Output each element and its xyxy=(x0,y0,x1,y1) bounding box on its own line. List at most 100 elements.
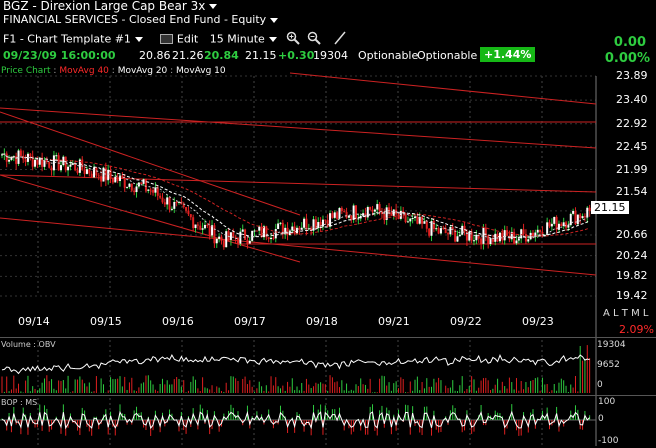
obv-panel-label[interactable]: Volume : OBV xyxy=(1,340,56,349)
t-scale-button[interactable]: T xyxy=(621,308,628,319)
candle-body xyxy=(135,186,138,193)
candle-body xyxy=(522,229,525,235)
candle-body xyxy=(133,190,136,193)
bop-panel-label[interactable]: BOP : MS xyxy=(1,398,38,407)
ma10-label[interactable]: MovAvg 10 xyxy=(176,66,226,76)
panel-divider[interactable] xyxy=(0,395,656,396)
candle-body xyxy=(100,176,103,182)
candle-body xyxy=(371,209,374,212)
candle-body xyxy=(579,214,582,219)
candle-body xyxy=(395,209,398,215)
date-tick-label: 09/15 xyxy=(90,315,122,328)
candle-body xyxy=(227,231,230,240)
candle-body xyxy=(71,163,74,165)
candle-body xyxy=(17,150,20,164)
candle-body xyxy=(218,236,221,239)
candle-body xyxy=(343,211,346,213)
candle-body xyxy=(10,156,13,160)
candle-body xyxy=(270,237,273,240)
symbol-title[interactable]: BGZ - Direxion Large Cap Bear 3x xyxy=(3,0,218,12)
l2-scale-button[interactable]: L xyxy=(642,308,649,319)
current-price-label: 21.15 xyxy=(591,201,629,214)
candle-body xyxy=(468,231,471,241)
dropdown-arrow-icon[interactable] xyxy=(209,4,218,9)
candle-body xyxy=(392,209,395,216)
template-select[interactable]: F1 - Chart Template #1 xyxy=(3,32,143,45)
candle-body xyxy=(432,221,435,230)
date-tick-label: 09/16 xyxy=(162,315,194,328)
candle-body xyxy=(402,210,405,214)
dropdown-arrow-icon[interactable] xyxy=(270,17,279,23)
zoom-in-icon[interactable] xyxy=(286,31,304,48)
candle-body xyxy=(543,234,546,237)
quote-high: 21.26 xyxy=(172,49,204,62)
price-chart-label[interactable]: Price Chart xyxy=(1,66,51,76)
candle-body xyxy=(232,232,235,237)
candle-body xyxy=(548,222,551,227)
candle-body xyxy=(175,201,178,203)
ma20-label[interactable]: MovAvg 20 xyxy=(117,66,168,76)
log-scale-button[interactable]: L xyxy=(613,308,619,319)
candle-body xyxy=(3,153,6,155)
candle-body xyxy=(586,207,589,218)
candle-body xyxy=(8,159,11,162)
change-abs: 0.00 xyxy=(613,35,646,50)
scale-pct: 2.09% xyxy=(619,323,654,336)
indicator-legend: Price Chart : MovAvg 40 : MovAvg 20 : Mo… xyxy=(1,66,226,76)
candle-body xyxy=(350,215,353,220)
candle-body xyxy=(307,228,310,230)
candle-body xyxy=(347,215,350,218)
trend-line[interactable] xyxy=(0,174,597,193)
candle-body xyxy=(142,179,145,184)
scale-buttons: A L T M L xyxy=(603,309,649,319)
auto-scale-button[interactable]: A xyxy=(603,308,610,319)
panel-divider[interactable] xyxy=(0,337,656,338)
candle-body xyxy=(376,204,379,210)
interval-select[interactable]: 15 Minute xyxy=(210,32,277,45)
m-scale-button[interactable]: M xyxy=(631,308,640,319)
trend-line[interactable] xyxy=(0,111,301,216)
candle-body xyxy=(565,222,568,228)
candle-body xyxy=(166,197,169,205)
candle-body xyxy=(159,195,162,198)
candle-body xyxy=(81,159,84,170)
candle-body xyxy=(237,238,239,244)
candle-body xyxy=(385,207,388,220)
trend-line[interactable] xyxy=(289,72,597,105)
ma40-label[interactable]: MovAvg 40 xyxy=(59,66,109,76)
candle-body xyxy=(524,234,527,242)
candle-body xyxy=(574,210,577,225)
candle-body xyxy=(399,210,402,219)
candle-body xyxy=(248,240,251,244)
edit-button[interactable]: Edit xyxy=(160,32,201,45)
trend-line[interactable] xyxy=(0,107,597,149)
trend-line[interactable] xyxy=(0,217,597,276)
moving-average-line xyxy=(1,153,590,239)
candle-body xyxy=(199,225,202,230)
candle-body xyxy=(45,160,48,162)
candle-body xyxy=(411,217,414,219)
candle-body xyxy=(421,216,424,224)
candle-body xyxy=(583,216,586,218)
candle-body xyxy=(560,223,563,227)
candle-body xyxy=(168,197,171,210)
candle-body xyxy=(366,207,369,218)
candle-body xyxy=(50,167,53,171)
candle-body xyxy=(508,235,511,240)
trend-line[interactable] xyxy=(0,174,301,263)
quote-datetime: 09/23/09 16:00:00 xyxy=(3,49,116,62)
draw-line-icon[interactable] xyxy=(334,31,346,48)
obv-line xyxy=(1,354,590,375)
candle-body xyxy=(222,240,225,248)
candle-body xyxy=(451,226,454,230)
candle-body xyxy=(95,167,98,176)
candle-body xyxy=(404,213,407,223)
symbol-category[interactable]: FINANCIAL SERVICES - Closed End Fund - E… xyxy=(3,14,279,25)
candle-body xyxy=(60,165,62,171)
candle-body xyxy=(557,223,560,230)
zoom-out-icon[interactable] xyxy=(307,31,325,48)
candle-body xyxy=(444,228,447,234)
candle-body xyxy=(41,157,44,167)
candle-body xyxy=(211,225,214,236)
candle-body xyxy=(373,209,376,212)
